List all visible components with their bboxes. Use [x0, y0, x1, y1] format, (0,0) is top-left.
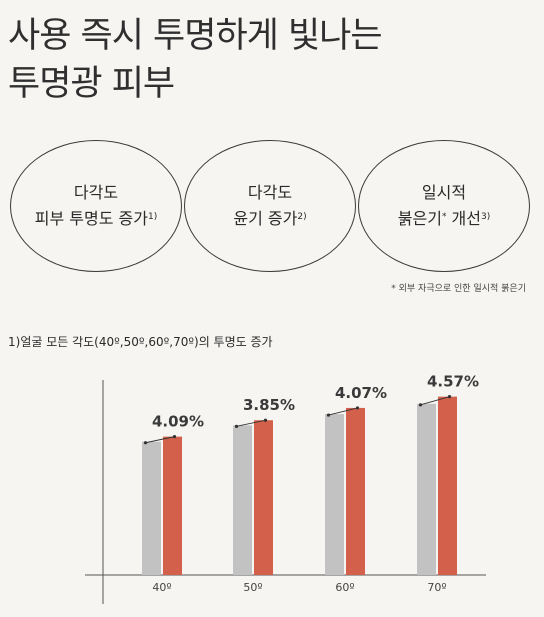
headline: 사용 즉시 투명하게 빛나는 투명광 피부 — [8, 12, 383, 108]
x-tick-label: 60º — [335, 581, 354, 594]
trend-line — [328, 407, 358, 416]
trend-line — [420, 396, 450, 406]
claim-oval-transparency: 다각도 피부 투명도 증가1) — [10, 140, 182, 272]
trend-line — [145, 436, 175, 444]
claim-2-line-1: 다각도 — [247, 183, 293, 202]
claim-oval-redness: 일시적 붉은기* 개선3) — [358, 140, 530, 272]
claim-3-text: 붉은기 — [397, 209, 442, 228]
increase-label: 4.09% — [152, 413, 204, 431]
bar-after — [163, 436, 182, 575]
claim-oval-gloss: 다각도 윤기 증가2) — [184, 140, 356, 272]
trend-dot — [172, 435, 177, 439]
bar-group: 4.09% 40º 3.85% 50º 4.07% 60º 4.57% 70º — [142, 373, 479, 594]
trend-dot — [326, 413, 331, 417]
claim-1-text: 피부 투명도 증가 — [34, 209, 148, 228]
claim-2-ref: 2) — [297, 212, 307, 222]
increase-label: 4.57% — [427, 373, 479, 391]
claim-2-line-2: 윤기 증가2) — [233, 205, 306, 231]
bar-before — [233, 425, 252, 575]
trend-dot — [447, 395, 452, 399]
bar-after — [438, 396, 457, 575]
trend-dot — [355, 406, 360, 410]
chart-caption: 1)얼굴 모든 각도(40º,50º,60º,70º)의 투명도 증가 — [8, 335, 273, 349]
claim-ovals: 다각도 피부 투명도 증가1) 다각도 윤기 증가2) 일시적 붉은기* 개선3… — [0, 140, 544, 276]
trend-dot — [234, 424, 239, 428]
x-tick-label: 40º — [152, 581, 171, 594]
trend-dot — [418, 403, 423, 407]
trend-dot — [263, 418, 268, 422]
bar-after — [346, 407, 365, 575]
claim-1-line-1: 다각도 — [73, 183, 119, 202]
bar-before — [417, 403, 436, 575]
x-tick-label: 50º — [243, 581, 262, 594]
headline-line-2: 투명광 피부 — [8, 64, 175, 104]
claim-1-line-2: 피부 투명도 증가1) — [35, 205, 157, 231]
transparency-bar-chart: 4.09% 40º 3.85% 50º 4.07% 60º 4.57% 70º — [85, 373, 486, 604]
trend-line — [236, 419, 266, 427]
bar-before — [325, 414, 344, 575]
claim-3-text-b: 개선 — [446, 209, 481, 228]
x-tick-label: 70º — [427, 581, 446, 594]
bar-before — [142, 441, 161, 575]
claim-3-line-2: 붉은기* 개선3) — [398, 205, 490, 231]
claim-2-text: 윤기 증가 — [233, 209, 298, 228]
claim-3-ref: 3) — [480, 212, 491, 222]
claim-1-ref: 1) — [147, 212, 158, 222]
increase-label: 4.07% — [335, 384, 387, 402]
claim-3-line-1: 일시적 — [421, 183, 467, 202]
claim-3-mark: * — [441, 212, 447, 222]
headline-line-1: 사용 즉시 투명하게 빛나는 — [8, 16, 383, 56]
increase-label: 3.85% — [243, 396, 295, 414]
redness-footnote: * 외부 자극으로 인한 일시적 붉은기 — [391, 284, 526, 294]
bar-after — [254, 420, 273, 575]
trend-dot — [143, 441, 148, 445]
